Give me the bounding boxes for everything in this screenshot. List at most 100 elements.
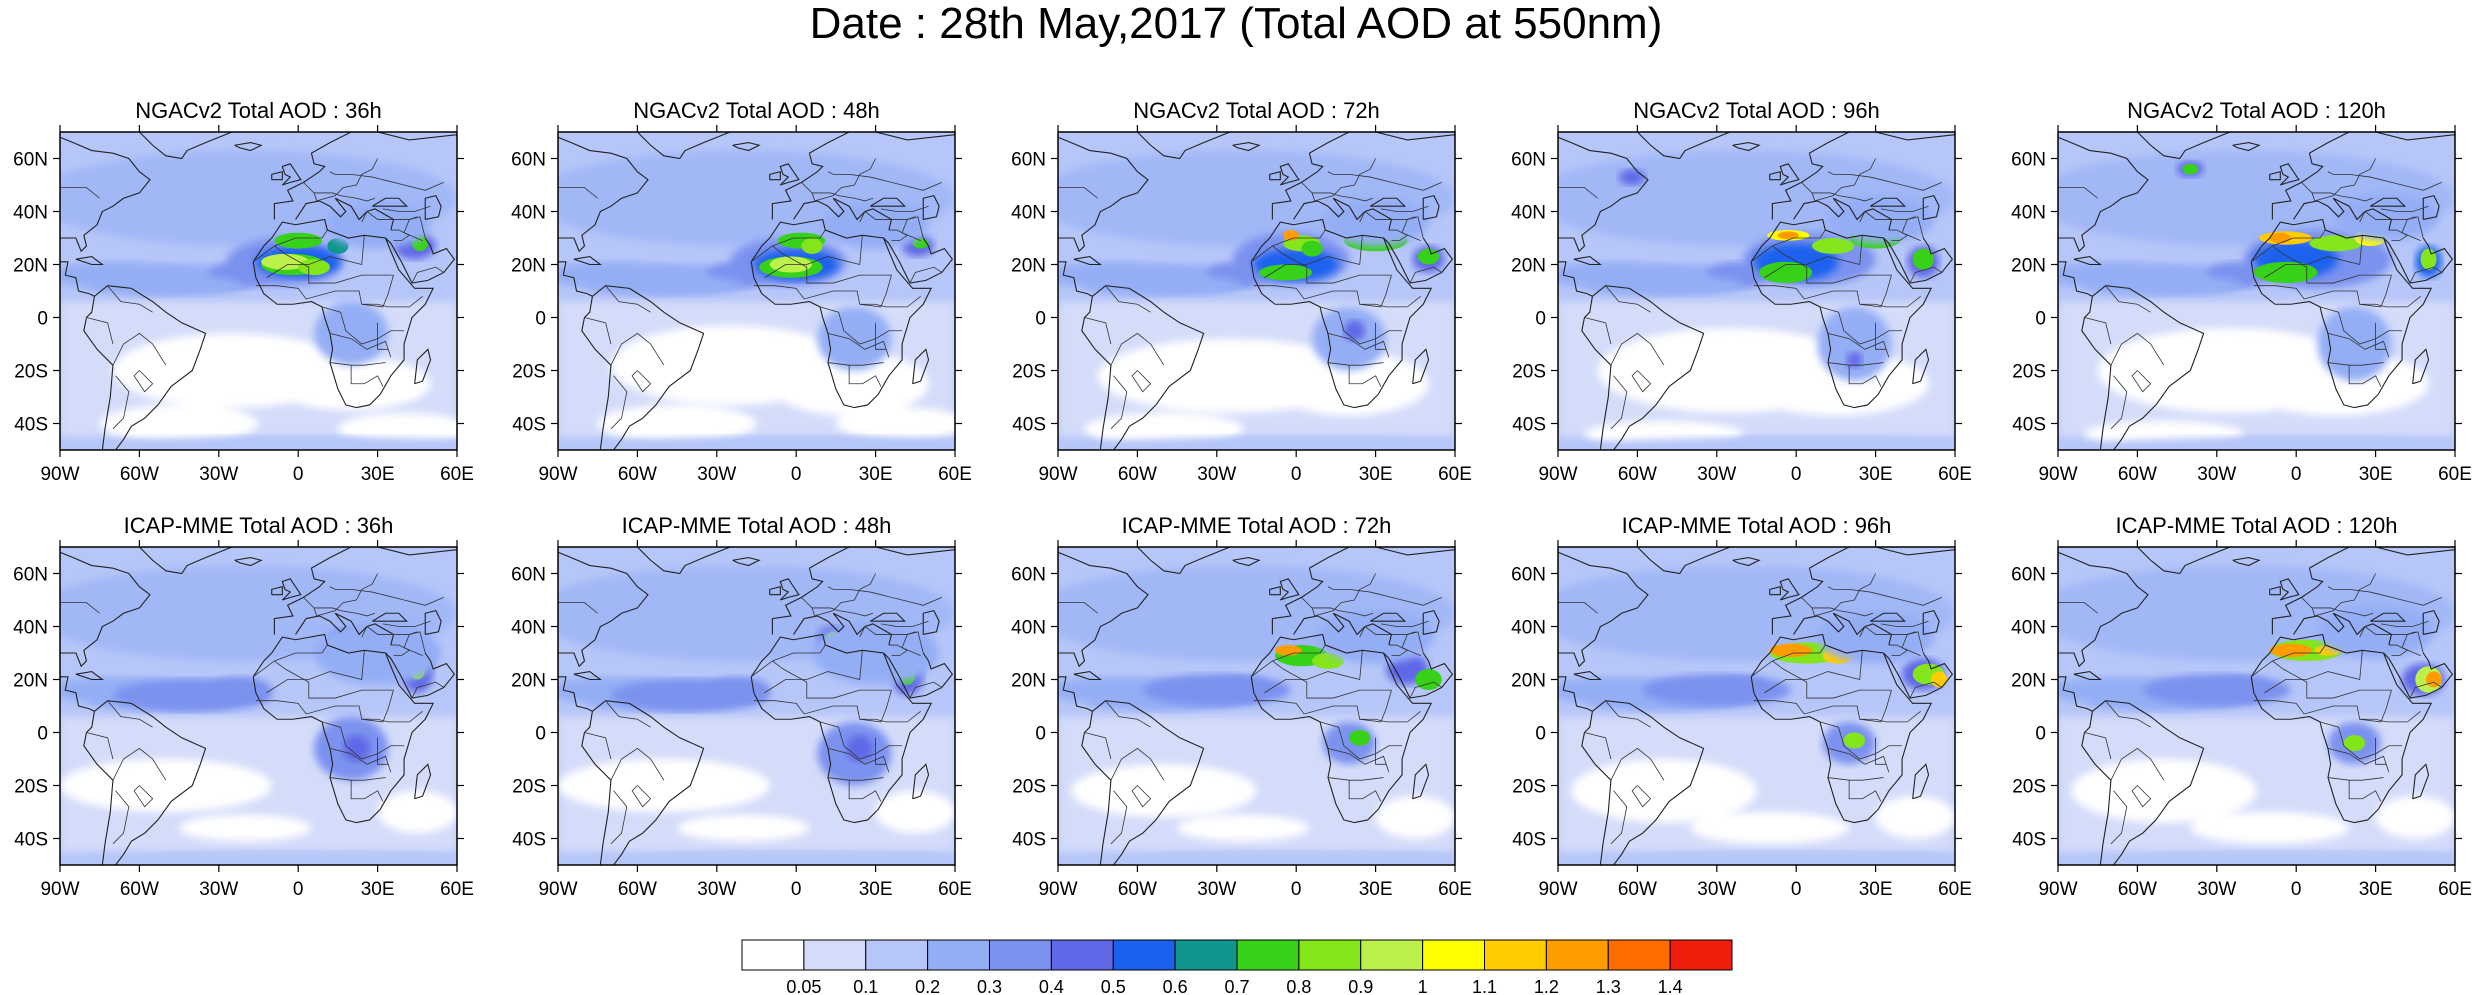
lon-label: 90W	[538, 879, 577, 900]
border	[60, 602, 100, 614]
border	[764, 235, 863, 279]
aod-clean-patch	[1571, 759, 1757, 823]
coastline	[1922, 194, 1940, 220]
lon-label: 60W	[1118, 879, 1157, 900]
border	[610, 790, 628, 845]
coastline	[888, 237, 954, 284]
aod-clean-patch	[875, 790, 955, 834]
aod-plume	[298, 259, 330, 276]
border	[610, 332, 665, 366]
border	[753, 689, 892, 723]
coastline	[2250, 218, 2433, 409]
coastline	[281, 578, 302, 601]
border	[2301, 158, 2376, 202]
border	[252, 644, 328, 678]
border	[2375, 737, 2387, 765]
lon-label: 30E	[1359, 464, 1393, 485]
panel-frame	[59, 546, 458, 866]
lon-label: 60W	[2118, 879, 2157, 900]
aod-plume	[1349, 729, 1371, 746]
lon-label: 30W	[1197, 464, 1236, 485]
border	[2359, 625, 2424, 654]
border	[2359, 295, 2421, 308]
colorbar-swatch	[1298, 939, 1362, 971]
border	[2348, 365, 2382, 387]
border	[875, 737, 887, 765]
border	[329, 748, 392, 773]
coastline	[912, 763, 930, 800]
border	[819, 721, 903, 760]
border	[909, 266, 942, 284]
map-panel: ICAP-MME Total AOD : 36h 90W 60W 30W 0 30E 60E…	[13, 513, 474, 900]
border	[350, 365, 384, 387]
border	[361, 625, 426, 654]
border	[750, 229, 826, 263]
coastline	[390, 237, 456, 284]
border	[880, 205, 929, 212]
colorbar: 0.05 0.1 0.2 0.3 0.4 0.5 0.6 0.7 0.8 0.9 1 1.1 1.2 1.…	[741, 939, 1733, 995]
coastline	[2081, 285, 2205, 450]
aod-plume	[1769, 643, 1813, 657]
coastline	[1279, 578, 1300, 601]
border	[314, 192, 376, 202]
colorbar-label: 0.05	[786, 977, 821, 995]
border	[2250, 644, 2326, 678]
coastline	[2137, 132, 2231, 160]
aod-plume	[2317, 605, 2434, 659]
aod-clean-patch	[1690, 812, 1850, 844]
coastline	[2293, 197, 2393, 231]
border	[133, 785, 154, 808]
lat-label: 20S	[14, 777, 48, 798]
border	[2348, 780, 2382, 802]
lon-label: 60E	[938, 464, 972, 485]
border	[1327, 586, 1442, 606]
border	[274, 245, 394, 284]
border	[1827, 586, 1942, 606]
lat-label: 40S	[512, 415, 546, 436]
colorbar-swatch	[803, 939, 867, 971]
coastline	[1388, 237, 1454, 284]
border	[321, 306, 405, 345]
lat-label: 40N	[1511, 618, 1546, 639]
coastline	[271, 586, 283, 596]
border	[1801, 158, 1876, 202]
border	[827, 586, 942, 606]
lon-label: 30E	[1359, 879, 1393, 900]
lat-label: 0	[1535, 724, 1546, 745]
lat-label: 40S	[14, 830, 48, 851]
aod-plume	[2269, 643, 2313, 657]
lon-label: 60E	[1438, 879, 1472, 900]
map-panel: ICAP-MME Total AOD : 72h 90W 60W 30W 0 30E 60E…	[1011, 513, 1472, 900]
colorbar-label: 0.3	[977, 977, 1002, 995]
border	[1401, 216, 1421, 242]
lon-label: 0	[293, 879, 304, 900]
border	[2084, 732, 2112, 760]
lon-label: 60E	[440, 879, 474, 900]
lon-label: 30E	[361, 464, 395, 485]
lon-label: 60W	[618, 879, 657, 900]
aod-plume	[2425, 671, 2442, 688]
coastline	[870, 612, 907, 622]
lon-label: 30E	[361, 879, 395, 900]
border	[1110, 375, 1128, 430]
lat-label: 20S	[1512, 362, 1546, 383]
coastline	[1573, 255, 1602, 266]
border	[2319, 306, 2403, 345]
coastline	[1269, 171, 1281, 181]
coastline	[2073, 255, 2102, 266]
aod-plume	[1343, 320, 1366, 342]
lon-label: 30W	[1197, 879, 1236, 900]
lon-label: 0	[791, 464, 802, 485]
border	[1827, 333, 1890, 358]
aod-plume	[2269, 232, 2291, 244]
panel-title: NGACv2 Total AOD : 72h	[1133, 98, 1380, 123]
border	[1631, 785, 1652, 808]
coastline	[1293, 197, 1393, 231]
border	[329, 777, 386, 781]
map-panel: NGACv2 Total AOD : 96h 90W 60W 30W 0 30E 60E 60…	[1511, 98, 1972, 485]
coastline	[637, 547, 731, 575]
lon-label: 90W	[1038, 464, 1077, 485]
border	[1359, 625, 1424, 654]
coastline	[750, 218, 933, 409]
coastline	[385, 652, 392, 659]
